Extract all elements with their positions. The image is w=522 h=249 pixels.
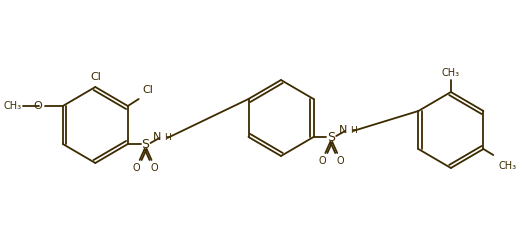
Text: CH₃: CH₃ (442, 68, 460, 78)
Text: H: H (350, 125, 357, 134)
Text: CH₃: CH₃ (498, 161, 516, 171)
Text: N: N (339, 125, 347, 135)
Text: O: O (151, 163, 158, 173)
Text: N: N (153, 132, 161, 142)
Text: O: O (33, 101, 42, 111)
Text: H: H (164, 132, 171, 141)
Text: O: O (318, 156, 326, 166)
Text: CH₃: CH₃ (3, 101, 21, 111)
Text: S: S (327, 130, 335, 143)
Text: Cl: Cl (143, 85, 153, 95)
Text: S: S (141, 137, 150, 150)
Text: O: O (336, 156, 344, 166)
Text: Cl: Cl (90, 72, 101, 82)
Text: O: O (133, 163, 140, 173)
